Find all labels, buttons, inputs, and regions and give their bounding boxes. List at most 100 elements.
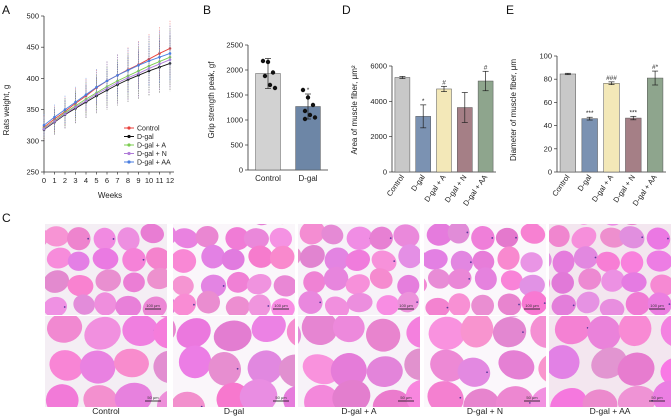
muscle-fiber <box>301 316 338 346</box>
panel-a-xtick-label: 3 <box>73 176 77 185</box>
muscle-fiber <box>375 198 401 222</box>
muscle-fiber <box>243 228 269 250</box>
nucleus <box>667 210 669 212</box>
muscle-fiber <box>18 295 46 323</box>
panel-a-ylabel: Rats weight, g <box>2 85 11 136</box>
muscle-fiber <box>298 290 323 314</box>
nucleus <box>267 305 270 307</box>
muscle-fiber <box>156 389 167 407</box>
nucleus <box>63 306 66 308</box>
scale-bar-label: 100 μm <box>399 303 413 308</box>
panel-a-point <box>53 115 56 119</box>
panelE-significance-mark: *** <box>630 109 638 116</box>
muscle-fiber <box>274 202 298 225</box>
muscle-fiber <box>173 275 194 296</box>
panelE-bar <box>559 73 576 173</box>
muscle-fiber <box>225 296 250 315</box>
muscle-fiber <box>122 247 146 272</box>
nucleus <box>515 236 517 239</box>
scale-bar-label: 100 μm <box>274 303 288 308</box>
muscle-fiber <box>153 350 167 384</box>
nucleus <box>469 261 472 264</box>
panelE-ytick-label: 0 <box>548 168 552 177</box>
panel-a-point <box>158 62 161 66</box>
panel-a-point <box>95 85 98 89</box>
muscle-fiber <box>153 316 167 349</box>
muscle-fiber <box>304 384 340 407</box>
histology-column-label: D-gal + N <box>467 406 503 416</box>
panelE-ytick-label: 40 <box>544 121 552 130</box>
scale-bar-label: 100 μm <box>650 303 664 308</box>
histology-image: 50 μm <box>549 316 671 407</box>
muscle-fiber <box>225 227 250 251</box>
muscle-fiber <box>650 274 671 297</box>
panel-d-ylabel: Area of muscle fiber, μm² <box>350 65 359 154</box>
panelD-ytick-label: 2000 <box>370 132 387 141</box>
muscle-fiber <box>268 224 295 225</box>
histology-column-label: D-gal <box>224 406 244 416</box>
muscle-fiber <box>550 387 587 407</box>
muscle-fiber <box>554 316 591 345</box>
muscle-fiber <box>620 251 644 274</box>
muscle-fiber <box>457 357 491 387</box>
panelB-ytick-label: 1000 <box>226 116 243 125</box>
muscle-fiber <box>273 275 295 297</box>
muscle-fiber <box>83 385 119 407</box>
muscle-fiber <box>520 224 546 244</box>
panelD-xtick-label: D-gal <box>409 173 427 193</box>
panel-e-diameter-chart: Diameter of muscle fiber, μm 0 20 40 60 80 10… <box>509 52 666 208</box>
nucleus <box>40 404 42 406</box>
muscle-fiber <box>45 269 47 293</box>
panel-a-point <box>158 60 161 63</box>
muscle-fiber <box>372 389 411 407</box>
muscle-fiber <box>601 269 625 292</box>
muscle-fiber <box>587 316 621 350</box>
muscle-fiber <box>169 196 196 223</box>
muscle-fiber <box>397 274 420 297</box>
nucleus <box>44 214 46 216</box>
muscle-fiber <box>66 227 91 251</box>
muscle-fiber <box>324 247 350 272</box>
panel-a-xtick-label: 10 <box>145 176 153 185</box>
muscle-fiber <box>302 354 340 385</box>
muscle-fiber <box>221 248 245 271</box>
muscle-fiber <box>552 250 575 274</box>
muscle-fiber <box>646 196 671 224</box>
muscle-fiber <box>427 381 464 407</box>
muscle-fiber <box>346 292 373 313</box>
muscle-fiber <box>596 251 620 273</box>
muscle-fiber <box>115 295 142 315</box>
nucleus <box>473 211 475 213</box>
nucleus <box>447 210 449 212</box>
muscle-fiber <box>246 274 272 295</box>
panel-a-legend-label: D-gal + N <box>137 151 167 158</box>
panelD-significance-mark: # <box>442 79 446 86</box>
muscle-fiber <box>405 379 420 407</box>
muscle-fiber <box>330 353 367 388</box>
panel-label-b: B <box>203 3 211 17</box>
muscle-fiber <box>196 290 221 314</box>
panel-label-a: A <box>2 3 10 17</box>
panel-a-xtick-label: 0 <box>42 176 46 185</box>
histology-image: 100 μm <box>274 198 420 315</box>
muscle-fiber <box>497 293 522 315</box>
muscle-fiber <box>46 247 72 269</box>
panelE-xtick-label: Control <box>550 173 571 198</box>
nucleus <box>322 210 324 212</box>
panel-a-xtick-label: 5 <box>94 176 98 185</box>
muscle-fiber <box>269 227 293 250</box>
nucleus <box>65 208 67 210</box>
panel-a-xtick-label: 11 <box>156 176 164 185</box>
muscle-fiber <box>447 224 470 244</box>
scale-bar-label: 50 μm <box>400 395 412 400</box>
muscle-fiber <box>492 198 522 226</box>
panel-c-histology: 100 μm 100 μm 100 μm 100 μm 100 μm 50 μm 50 μm… <box>18 196 671 416</box>
nucleus <box>291 213 293 215</box>
muscle-fiber <box>140 224 164 244</box>
muscle-fiber <box>618 316 652 347</box>
muscle-fiber <box>524 224 546 225</box>
muscle-fiber <box>173 249 197 273</box>
panel-label-c: C <box>2 211 11 225</box>
panelB-ytick-label: 2000 <box>226 66 243 75</box>
